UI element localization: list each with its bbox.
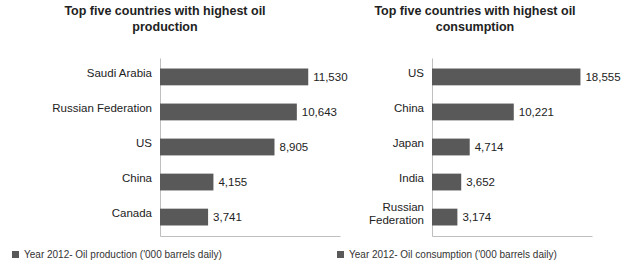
data-label: 18,555: [585, 71, 620, 83]
bars: [432, 69, 580, 226]
chart-title: Top five countries with highest oil consu…: [374, 4, 575, 34]
text-line: China: [394, 102, 425, 114]
text-line: Japan: [393, 137, 424, 149]
y-tick: US: [408, 67, 424, 79]
y-tick: China: [394, 102, 425, 114]
text-line: India: [399, 172, 425, 184]
text-line: US: [136, 137, 152, 149]
y-axis: Saudi Arabia Russian Federation US China Can…: [52, 59, 160, 237]
bar: [160, 69, 308, 86]
bar: [432, 69, 580, 86]
data-label: 11,530: [313, 71, 347, 83]
y-tick-label: US: [136, 137, 152, 149]
y-tick-label: India: [399, 172, 425, 184]
y-tick: Canada: [112, 207, 153, 219]
x-axis: [433, 236, 593, 237]
text-line: Top five countries with highest oil: [64, 4, 265, 18]
text-line: US: [408, 67, 424, 79]
data-label: 3,741: [213, 211, 242, 223]
y-tick-label: Canada: [112, 207, 153, 219]
chart-1: Top five countries with highest oil consu…: [337, 4, 621, 260]
text-line: Top five countries with highest oil: [374, 4, 575, 18]
chart-root: Top five countries with highest oil produ…: [0, 0, 630, 268]
y-tick: India: [399, 172, 425, 184]
legend-label: Year 2012- Oil production ('000 barrels …: [24, 249, 222, 260]
bar: [432, 139, 470, 156]
y-tick: RussianFederation: [369, 201, 424, 226]
x-axis-line: [433, 236, 593, 237]
legend: Year 2012- Oil consumption ('000 barrels…: [337, 249, 557, 260]
text-line: Federation: [369, 214, 424, 226]
text-line: Saudi Arabia: [87, 67, 153, 79]
y-tick-label: Russian Federation: [52, 102, 152, 114]
y-tick: Russian Federation: [52, 102, 152, 114]
legend: Year 2012- Oil production ('000 barrels …: [12, 249, 222, 260]
text-line: Russian Federation: [52, 102, 152, 114]
bar: [432, 104, 514, 121]
data-label: 8,905: [279, 141, 308, 153]
x-axis-line: [161, 236, 341, 237]
data-label: 4,714: [475, 141, 504, 153]
x-axis: [161, 236, 341, 237]
y-tick: US: [136, 137, 152, 149]
text-line: Russian: [382, 201, 424, 213]
bar: [160, 174, 213, 191]
bar: [432, 174, 461, 191]
y-tick-label: China: [122, 172, 153, 184]
bar: [160, 139, 274, 156]
text-line: Canada: [112, 207, 153, 219]
data-label: 3,652: [466, 176, 495, 188]
legend-swatch: [337, 251, 344, 258]
y-tick: Saudi Arabia: [87, 67, 153, 79]
y-tick-label: China: [394, 102, 425, 114]
data-label: 3,174: [462, 211, 491, 223]
y-tick: Japan: [393, 137, 424, 149]
text-line: production: [132, 20, 197, 34]
y-tick: China: [122, 172, 153, 184]
y-tick-label: RussianFederation: [369, 201, 424, 226]
y-tick-label: US: [408, 67, 424, 79]
bar: [160, 104, 297, 121]
text-line: consumption: [436, 20, 514, 34]
bars: [160, 69, 308, 226]
chart-0: Top five countries with highest oil produ…: [12, 4, 348, 260]
y-axis: US China Japan India RussianFederation: [369, 59, 432, 237]
chart-title: Top five countries with highest oil produ…: [64, 4, 265, 34]
bar: [432, 209, 457, 226]
text-line: China: [122, 172, 153, 184]
legend-label: Year 2012- Oil consumption ('000 barrels…: [349, 249, 557, 260]
data-label: 10,221: [519, 106, 554, 118]
legend-swatch: [12, 251, 19, 258]
data-label: 4,155: [218, 176, 247, 188]
y-tick-label: Saudi Arabia: [87, 67, 153, 79]
bar: [160, 209, 208, 226]
data-label: 10,643: [302, 106, 337, 118]
y-tick-label: Japan: [393, 137, 424, 149]
